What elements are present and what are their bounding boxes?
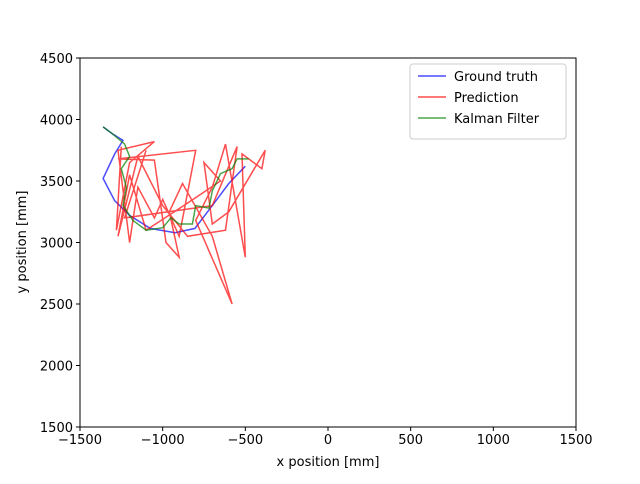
x-tick-label: 1500: [559, 433, 592, 448]
x-tick-label: −1000: [141, 433, 185, 448]
x-tick-label: −1500: [58, 433, 102, 448]
y-axis-label: y position [mm]: [15, 191, 30, 294]
series-line: [102, 126, 249, 231]
x-tick-label: −500: [227, 433, 263, 448]
y-tick-label: 3000: [40, 237, 73, 252]
series-line: [115, 140, 266, 305]
x-axis-label: x position [mm]: [277, 455, 380, 470]
x-tick-label: 1000: [477, 433, 510, 448]
y-tick-label: 3500: [40, 175, 73, 190]
y-tick-label: 4000: [40, 114, 73, 129]
legend-label: Ground truth: [454, 70, 538, 85]
y-tick-label: 4500: [40, 52, 73, 67]
x-tick-label: 0: [324, 433, 332, 448]
y-tick-label: 2000: [40, 360, 73, 375]
y-tick-label: 1500: [40, 421, 73, 436]
y-tick-label: 2500: [40, 298, 73, 313]
legend-box: [409, 63, 567, 140]
x-tick-label: 500: [398, 433, 423, 448]
legend-label: Kalman Filter: [454, 112, 540, 127]
legend-label: Prediction: [454, 91, 519, 106]
